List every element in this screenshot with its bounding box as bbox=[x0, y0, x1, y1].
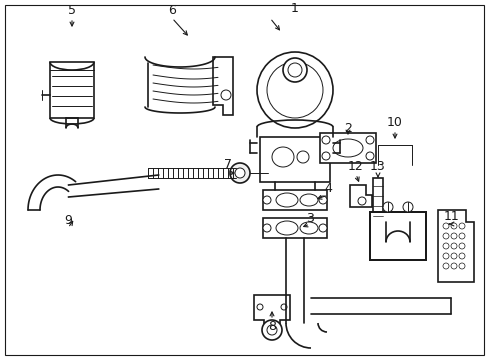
Circle shape bbox=[221, 90, 230, 100]
Circle shape bbox=[442, 253, 448, 259]
Polygon shape bbox=[437, 210, 473, 282]
Polygon shape bbox=[349, 185, 371, 207]
Circle shape bbox=[235, 168, 244, 178]
Circle shape bbox=[458, 223, 464, 229]
Circle shape bbox=[442, 243, 448, 249]
Text: 6: 6 bbox=[168, 4, 176, 17]
Circle shape bbox=[257, 304, 263, 310]
Circle shape bbox=[321, 152, 329, 160]
Text: 7: 7 bbox=[224, 158, 231, 171]
Bar bbox=[260, 137, 329, 182]
Ellipse shape bbox=[275, 193, 297, 207]
Circle shape bbox=[266, 325, 276, 335]
Circle shape bbox=[382, 202, 392, 212]
Text: 4: 4 bbox=[324, 181, 331, 194]
Circle shape bbox=[283, 58, 306, 82]
Circle shape bbox=[458, 263, 464, 269]
Bar bbox=[319, 133, 375, 163]
Text: 1: 1 bbox=[290, 1, 298, 14]
Circle shape bbox=[263, 196, 270, 204]
Circle shape bbox=[458, 243, 464, 249]
Circle shape bbox=[281, 304, 286, 310]
Circle shape bbox=[287, 63, 302, 77]
Text: 10: 10 bbox=[386, 116, 402, 129]
Circle shape bbox=[229, 163, 249, 183]
Text: 12: 12 bbox=[347, 159, 363, 172]
Circle shape bbox=[318, 196, 326, 204]
Circle shape bbox=[450, 233, 456, 239]
Circle shape bbox=[321, 136, 329, 144]
Text: 13: 13 bbox=[369, 159, 385, 172]
Ellipse shape bbox=[299, 194, 317, 206]
Circle shape bbox=[365, 136, 373, 144]
Circle shape bbox=[450, 243, 456, 249]
Circle shape bbox=[263, 224, 270, 232]
Text: 2: 2 bbox=[344, 122, 351, 135]
Circle shape bbox=[262, 320, 282, 340]
Text: 9: 9 bbox=[64, 213, 72, 226]
Ellipse shape bbox=[275, 221, 297, 235]
Circle shape bbox=[365, 152, 373, 160]
Text: 11: 11 bbox=[443, 210, 459, 222]
Circle shape bbox=[458, 233, 464, 239]
Circle shape bbox=[442, 263, 448, 269]
Bar bbox=[263, 218, 326, 238]
Circle shape bbox=[257, 52, 332, 128]
Circle shape bbox=[450, 223, 456, 229]
Polygon shape bbox=[253, 295, 289, 327]
Circle shape bbox=[357, 197, 365, 205]
Bar bbox=[50, 62, 94, 118]
Circle shape bbox=[450, 253, 456, 259]
Text: 8: 8 bbox=[267, 320, 275, 333]
Bar bbox=[372, 178, 382, 223]
Circle shape bbox=[442, 223, 448, 229]
Bar bbox=[369, 212, 425, 260]
Bar bbox=[263, 190, 326, 210]
Ellipse shape bbox=[332, 139, 362, 157]
Circle shape bbox=[442, 233, 448, 239]
Circle shape bbox=[402, 202, 412, 212]
Ellipse shape bbox=[299, 222, 317, 234]
Text: 5: 5 bbox=[68, 4, 76, 17]
Circle shape bbox=[458, 253, 464, 259]
Polygon shape bbox=[213, 57, 232, 115]
Circle shape bbox=[266, 62, 323, 118]
Circle shape bbox=[318, 224, 326, 232]
Circle shape bbox=[450, 263, 456, 269]
Text: 3: 3 bbox=[305, 211, 313, 225]
